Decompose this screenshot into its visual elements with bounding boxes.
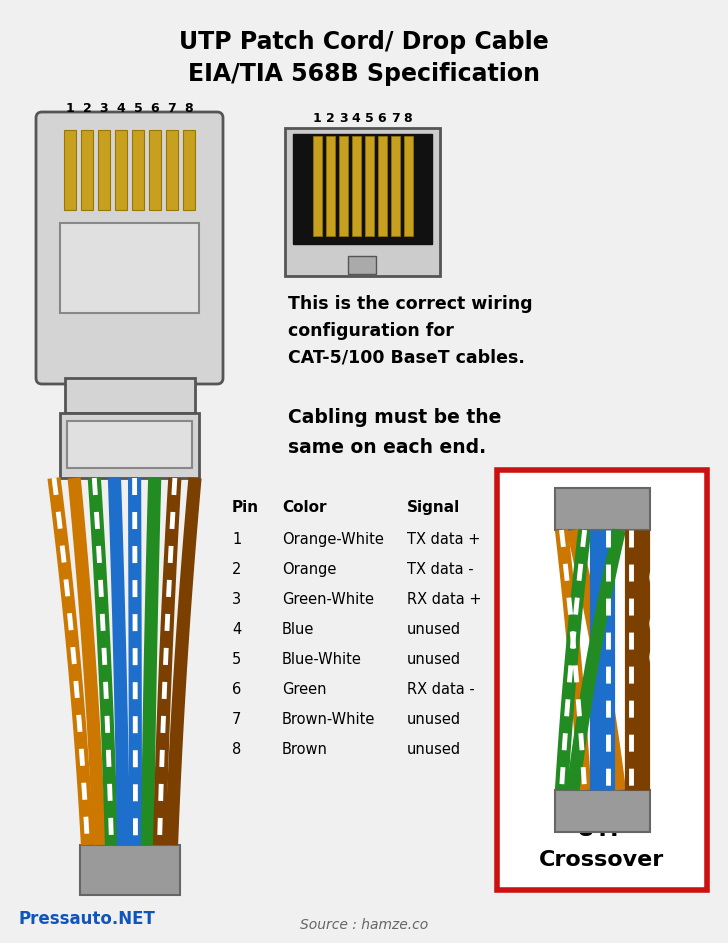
Text: CAT-5/100 BaseT cables.: CAT-5/100 BaseT cables. (288, 349, 525, 367)
Text: 4: 4 (352, 112, 360, 125)
Text: 7: 7 (232, 712, 242, 727)
Text: 2: 2 (82, 102, 92, 115)
Text: unused: unused (407, 652, 461, 667)
Text: configuration for: configuration for (288, 322, 454, 340)
Text: 5: 5 (134, 102, 143, 115)
Bar (132, 130, 144, 210)
Text: 8: 8 (404, 112, 412, 125)
Text: EIA/TIA 568B Specification: EIA/TIA 568B Specification (188, 62, 540, 86)
Text: Signal: Signal (407, 500, 460, 515)
Text: 4: 4 (116, 102, 125, 115)
Text: Source : hamze.co: Source : hamze.co (300, 918, 428, 932)
Bar (166, 130, 178, 210)
Text: Crossover: Crossover (539, 850, 665, 870)
Text: Color: Color (282, 500, 326, 515)
Text: This is the correct wiring: This is the correct wiring (288, 295, 533, 313)
Text: 7: 7 (167, 102, 176, 115)
Text: 8: 8 (232, 742, 241, 757)
Text: unused: unused (407, 742, 461, 757)
Bar (64, 130, 76, 210)
Text: Brown: Brown (282, 742, 328, 757)
Bar (339, 136, 347, 236)
Text: 3: 3 (232, 592, 241, 607)
Text: RX data +: RX data + (407, 592, 481, 607)
Bar (98, 130, 110, 210)
Text: same on each end.: same on each end. (288, 438, 486, 457)
Text: 6: 6 (151, 102, 159, 115)
Text: TX data -: TX data - (407, 562, 474, 577)
Text: 2: 2 (325, 112, 334, 125)
Bar (60, 223, 199, 313)
Text: Blue: Blue (282, 622, 314, 637)
Text: 1: 1 (312, 112, 321, 125)
Bar (378, 136, 387, 236)
Bar (403, 136, 413, 236)
Text: 4: 4 (232, 622, 241, 637)
Bar (312, 136, 322, 236)
Bar (497, 470, 707, 890)
Bar (293, 134, 432, 244)
Text: 2: 2 (232, 562, 242, 577)
Bar (79, 845, 180, 895)
Bar (352, 136, 360, 236)
Text: 8: 8 (185, 102, 194, 115)
Bar (183, 130, 195, 210)
Text: UTP Patch Cord/ Drop Cable: UTP Patch Cord/ Drop Cable (179, 30, 549, 54)
Text: 5: 5 (365, 112, 373, 125)
Text: 5: 5 (232, 652, 241, 667)
Text: 6: 6 (378, 112, 387, 125)
Bar (60, 413, 199, 478)
Text: RX data -: RX data - (407, 682, 475, 697)
Bar (555, 488, 649, 530)
Bar (67, 421, 192, 468)
Text: Pressauto.NET: Pressauto.NET (18, 910, 155, 928)
Bar (390, 136, 400, 236)
Text: unused: unused (407, 622, 461, 637)
Bar (81, 130, 93, 210)
Text: TX data +: TX data + (407, 532, 480, 547)
Text: 3: 3 (339, 112, 347, 125)
Text: 1: 1 (66, 102, 74, 115)
Text: 1: 1 (232, 532, 241, 547)
Bar (149, 130, 161, 210)
Text: UTP: UTP (577, 820, 627, 840)
Bar (365, 136, 373, 236)
Text: Orange-White: Orange-White (282, 532, 384, 547)
Text: 3: 3 (100, 102, 108, 115)
Bar (555, 790, 649, 832)
FancyBboxPatch shape (36, 112, 223, 384)
Text: Orange: Orange (282, 562, 336, 577)
Text: unused: unused (407, 712, 461, 727)
Text: 7: 7 (391, 112, 400, 125)
Bar (65, 378, 194, 413)
Text: 6: 6 (232, 682, 241, 697)
Text: Cabling must be the: Cabling must be the (288, 408, 502, 427)
Text: Blue-White: Blue-White (282, 652, 362, 667)
Bar (285, 128, 440, 276)
Text: Green: Green (282, 682, 326, 697)
Bar (325, 136, 334, 236)
Bar (115, 130, 127, 210)
Text: Brown-White: Brown-White (282, 712, 376, 727)
Text: Pin: Pin (232, 500, 259, 515)
Text: Green-White: Green-White (282, 592, 374, 607)
Bar (348, 256, 376, 274)
